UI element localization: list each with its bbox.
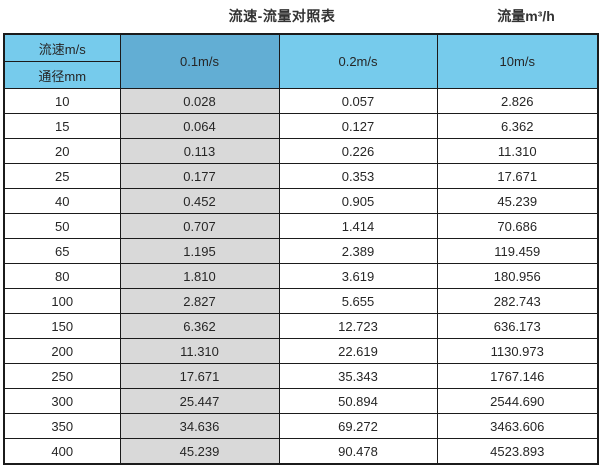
flow-value-0-1ms-cell: 25.447 (119, 388, 280, 414)
flow-value-10ms-cell: 11.310 (436, 138, 599, 164)
flow-value-0-1ms-cell: 2.827 (119, 288, 280, 314)
flow-value-0-2ms-cell: 90.478 (278, 438, 438, 465)
header-row-top: 流速m/s 0.1m/s 0.2m/s 10m/s (3, 33, 599, 89)
flow-value-0-1ms-cell: 17.671 (119, 363, 280, 389)
diameter-cell: 150 (3, 313, 121, 339)
table-row: 10 0.028 0.057 2.826 (3, 88, 599, 114)
flow-value-0-2ms-cell: 0.127 (278, 113, 438, 139)
title-bar: 流速-流量对照表 流量m³/h (0, 0, 600, 33)
flow-value-0-1ms-cell: 0.028 (119, 88, 280, 114)
flow-value-0-1ms-cell: 0.452 (119, 188, 280, 214)
table-row: 65 1.195 2.389 119.459 (3, 238, 599, 264)
flow-value-10ms-cell: 45.239 (436, 188, 599, 214)
table-row: 350 34.636 69.272 3463.606 (3, 413, 599, 439)
corner-diameter-label: 通径mm (3, 61, 121, 89)
flow-value-0-2ms-cell: 69.272 (278, 413, 438, 439)
column-header-10ms: 10m/s (436, 33, 599, 89)
flow-unit-label: 流量m³/h (497, 8, 555, 24)
table-row: 250 17.671 35.343 1767.146 (3, 363, 599, 389)
flow-value-0-2ms-cell: 22.619 (278, 338, 438, 364)
flow-rate-table: 流速m/s 0.1m/s 0.2m/s 10m/s 通径mm 10 0.028 … (3, 33, 599, 465)
flow-value-0-2ms-cell: 1.414 (278, 213, 438, 239)
diameter-cell: 100 (3, 288, 121, 314)
corner-velocity-label: 流速m/s (3, 33, 121, 62)
flow-value-0-1ms-cell: 0.177 (119, 163, 280, 189)
diameter-cell: 10 (3, 88, 121, 114)
diameter-cell: 15 (3, 113, 121, 139)
column-header-0-1ms: 0.1m/s (119, 33, 280, 89)
diameter-cell: 80 (3, 263, 121, 289)
flow-value-0-1ms-cell: 6.362 (119, 313, 280, 339)
flow-value-0-1ms-cell: 0.113 (119, 138, 280, 164)
flow-value-0-2ms-cell: 0.226 (278, 138, 438, 164)
table-row: 25 0.177 0.353 17.671 (3, 163, 599, 189)
flow-value-10ms-cell: 3463.606 (436, 413, 599, 439)
diameter-cell: 300 (3, 388, 121, 414)
table-row: 300 25.447 50.894 2544.690 (3, 388, 599, 414)
table-body: 10 0.028 0.057 2.826 15 0.064 0.127 6.36… (3, 88, 599, 465)
diameter-cell: 50 (3, 213, 121, 239)
table-row: 200 11.310 22.619 1130.973 (3, 338, 599, 364)
table-row: 15 0.064 0.127 6.362 (3, 113, 599, 139)
flow-value-10ms-cell: 4523.893 (436, 438, 599, 465)
flow-value-10ms-cell: 6.362 (436, 113, 599, 139)
flow-value-10ms-cell: 2.826 (436, 88, 599, 114)
flow-value-0-1ms-cell: 1.195 (119, 238, 280, 264)
flow-value-10ms-cell: 180.956 (436, 263, 599, 289)
diameter-cell: 20 (3, 138, 121, 164)
table-row: 150 6.362 12.723 636.173 (3, 313, 599, 339)
diameter-cell: 40 (3, 188, 121, 214)
flow-value-0-1ms-cell: 11.310 (119, 338, 280, 364)
flow-value-0-2ms-cell: 12.723 (278, 313, 438, 339)
table-row: 100 2.827 5.655 282.743 (3, 288, 599, 314)
flow-value-0-2ms-cell: 50.894 (278, 388, 438, 414)
flow-value-0-2ms-cell: 0.353 (278, 163, 438, 189)
flow-value-0-2ms-cell: 2.389 (278, 238, 438, 264)
flow-value-10ms-cell: 17.671 (436, 163, 599, 189)
flow-value-0-2ms-cell: 35.343 (278, 363, 438, 389)
table-row: 50 0.707 1.414 70.686 (3, 213, 599, 239)
flow-value-0-2ms-cell: 0.057 (278, 88, 438, 114)
flow-value-0-2ms-cell: 3.619 (278, 263, 438, 289)
diameter-cell: 400 (3, 438, 121, 465)
diameter-cell: 250 (3, 363, 121, 389)
diameter-cell: 350 (3, 413, 121, 439)
table-row: 80 1.810 3.619 180.956 (3, 263, 599, 289)
flow-value-0-1ms-cell: 34.636 (119, 413, 280, 439)
flow-value-0-2ms-cell: 5.655 (278, 288, 438, 314)
table-row: 40 0.452 0.905 45.239 (3, 188, 599, 214)
flow-value-0-1ms-cell: 0.064 (119, 113, 280, 139)
flow-value-0-1ms-cell: 0.707 (119, 213, 280, 239)
flow-value-10ms-cell: 1767.146 (436, 363, 599, 389)
flow-value-0-1ms-cell: 45.239 (119, 438, 280, 465)
table-row: 20 0.113 0.226 11.310 (3, 138, 599, 164)
flow-value-0-2ms-cell: 0.905 (278, 188, 438, 214)
flow-value-10ms-cell: 282.743 (436, 288, 599, 314)
flow-value-10ms-cell: 636.173 (436, 313, 599, 339)
diameter-cell: 200 (3, 338, 121, 364)
page-title: 流速-流量对照表 (228, 8, 336, 24)
flow-value-0-1ms-cell: 1.810 (119, 263, 280, 289)
diameter-cell: 25 (3, 163, 121, 189)
diameter-cell: 65 (3, 238, 121, 264)
flow-value-10ms-cell: 2544.690 (436, 388, 599, 414)
flow-value-10ms-cell: 1130.973 (436, 338, 599, 364)
table-row: 400 45.239 90.478 4523.893 (3, 438, 599, 465)
column-header-0-2ms: 0.2m/s (278, 33, 438, 89)
flow-value-10ms-cell: 119.459 (436, 238, 599, 264)
flow-value-10ms-cell: 70.686 (436, 213, 599, 239)
